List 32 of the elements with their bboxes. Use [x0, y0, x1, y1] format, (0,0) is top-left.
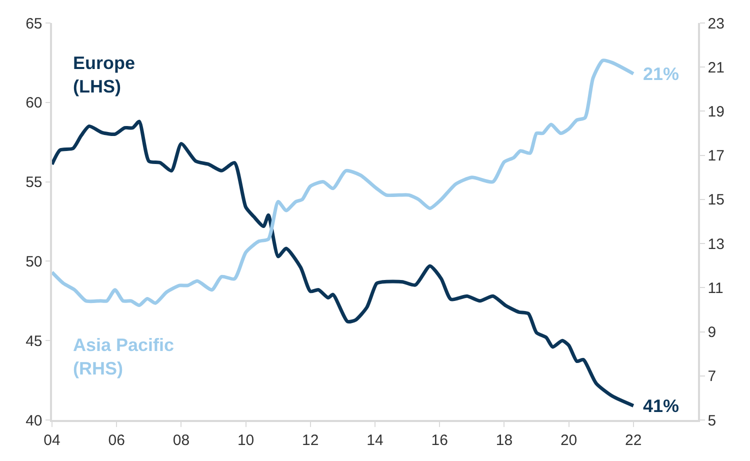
y2-tick-label: 23	[708, 15, 724, 32]
x-tick-label: 20	[560, 432, 578, 449]
y-tick-label: 50	[26, 253, 42, 270]
series-label: Europe (LHS)	[73, 53, 136, 96]
y2-tick-label: 9	[708, 324, 716, 342]
text: Asia Pacific (RHS)	[73, 335, 174, 378]
x-tick-label: 18	[496, 432, 513, 449]
y-tick-label: 60	[26, 94, 42, 112]
x-tick-label: 12	[302, 432, 319, 449]
y-tick-label: 65	[26, 15, 42, 32]
data-label: 21%	[643, 64, 680, 84]
y2-tick-label: 11	[708, 280, 724, 297]
y-tick-label: 40	[26, 412, 42, 430]
x-tick-label: 14	[366, 432, 384, 449]
y2-tick-label: 15	[708, 192, 724, 209]
x-tick-label: 06	[108, 432, 125, 449]
y2-tick-label: 7	[708, 368, 716, 386]
x-tick-label: 04	[44, 432, 60, 449]
y-tick-label: 55	[26, 174, 42, 192]
x-tick-label: 10	[237, 432, 254, 449]
y2-tick-label: 19	[708, 103, 724, 120]
line-series	[52, 120, 636, 408]
line-series	[52, 58, 636, 308]
data-label: 41%	[643, 396, 680, 416]
y-tick-label: 45	[26, 332, 42, 350]
x-tick-label: 22	[625, 432, 642, 449]
y2-tick-label: 17	[708, 148, 724, 165]
y2-tick-label: 5	[708, 412, 716, 430]
y2-tick-label: 13	[708, 236, 724, 253]
x-tick-label: 16	[431, 432, 448, 449]
x-tick-label: 08	[172, 432, 190, 449]
y2-tick-label: 21	[708, 59, 724, 76]
